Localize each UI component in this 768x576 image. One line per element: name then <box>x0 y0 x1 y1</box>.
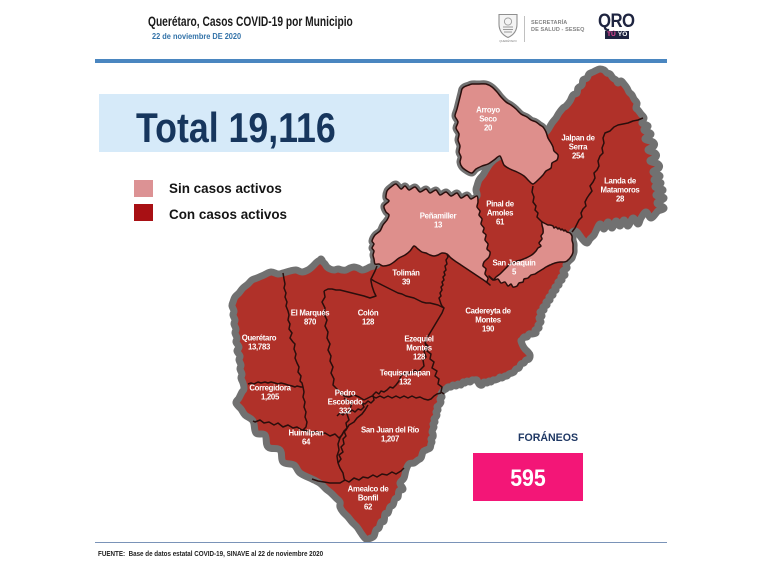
svg-text:28: 28 <box>616 195 625 204</box>
svg-text:El Marqués: El Marqués <box>291 309 331 318</box>
svg-text:870: 870 <box>304 318 317 327</box>
svg-text:Huimilpan: Huimilpan <box>289 429 325 438</box>
svg-text:62: 62 <box>364 503 373 512</box>
svg-text:Seco: Seco <box>479 115 497 124</box>
svg-text:Escobedo: Escobedo <box>328 398 363 407</box>
svg-text:13: 13 <box>434 221 443 230</box>
svg-text:Bonfil: Bonfil <box>358 494 378 503</box>
svg-text:San Joaquín: San Joaquín <box>492 259 536 268</box>
svg-text:39: 39 <box>402 278 411 287</box>
svg-text:Montes: Montes <box>475 316 501 325</box>
svg-text:Cadereyta de: Cadereyta de <box>465 307 511 316</box>
svg-text:1,207: 1,207 <box>381 435 399 444</box>
svg-text:Arroyo: Arroyo <box>476 106 500 115</box>
svg-text:Tolimán: Tolimán <box>392 269 420 278</box>
svg-text:64: 64 <box>302 438 311 447</box>
svg-text:128: 128 <box>413 353 426 362</box>
svg-text:13,783: 13,783 <box>248 343 271 352</box>
svg-text:5: 5 <box>512 268 517 277</box>
svg-text:Landa de: Landa de <box>604 177 637 186</box>
svg-text:Pedro: Pedro <box>335 389 356 398</box>
svg-text:Colón: Colón <box>358 309 379 318</box>
svg-text:Tequisquiapan: Tequisquiapan <box>380 369 431 378</box>
svg-text:Peñamiller: Peñamiller <box>420 212 457 221</box>
svg-text:Matamoros: Matamoros <box>601 186 641 195</box>
svg-text:128: 128 <box>362 318 375 327</box>
svg-text:Corregidora: Corregidora <box>249 384 291 393</box>
svg-text:Montes: Montes <box>406 344 432 353</box>
svg-text:Serra: Serra <box>569 143 588 152</box>
svg-text:Jalpan de: Jalpan de <box>561 134 595 143</box>
svg-text:1,205: 1,205 <box>261 393 280 402</box>
svg-text:254: 254 <box>572 152 585 161</box>
svg-text:Amoles: Amoles <box>487 209 514 218</box>
svg-text:Ezequiel: Ezequiel <box>404 335 433 344</box>
svg-text:Amealco de: Amealco de <box>348 485 390 494</box>
svg-text:332: 332 <box>339 407 352 416</box>
svg-text:132: 132 <box>399 378 412 387</box>
svg-text:61: 61 <box>496 218 505 227</box>
svg-text:QUERÉTARO: QUERÉTARO <box>499 38 517 43</box>
svg-text:San Juan del Río: San Juan del Río <box>361 426 420 435</box>
svg-text:190: 190 <box>482 325 495 334</box>
svg-text:Querétaro: Querétaro <box>242 334 277 343</box>
svg-text:20: 20 <box>484 124 493 133</box>
svg-text:Pinal de: Pinal de <box>486 200 514 209</box>
